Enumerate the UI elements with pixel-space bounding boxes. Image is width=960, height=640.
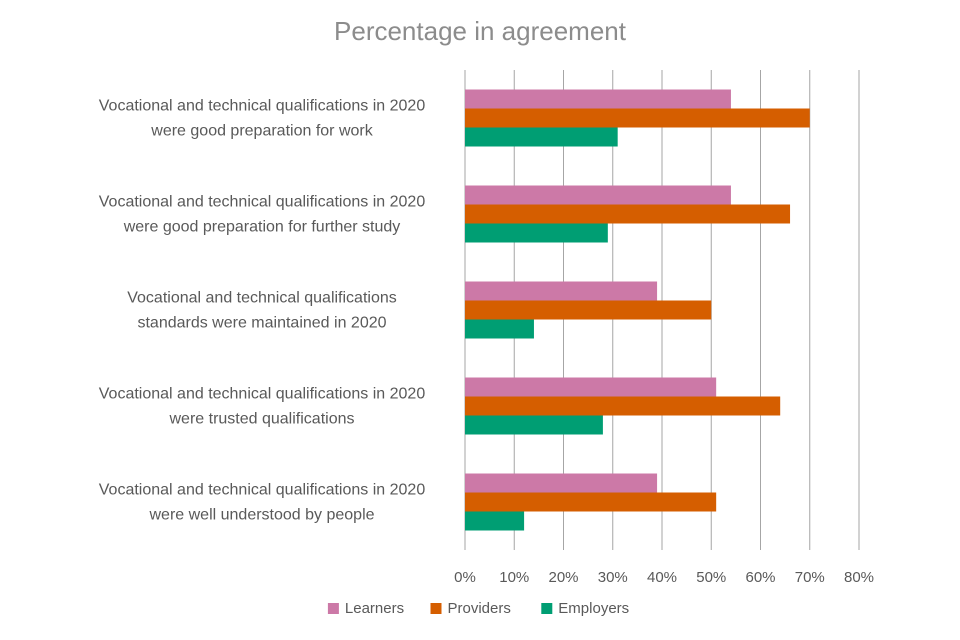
- bar-providers: [465, 108, 810, 128]
- category-label: Vocational and technical qualifications …: [99, 386, 426, 403]
- bar-learners: [465, 473, 658, 493]
- legend-item-providers: Providers: [430, 600, 511, 617]
- category-label: were good preparation for further study: [123, 219, 401, 236]
- category-label: standards were maintained in 2020: [137, 315, 386, 332]
- x-tick-label: 60%: [745, 569, 775, 586]
- legend-swatch: [541, 603, 553, 614]
- x-tick-label: 50%: [696, 569, 726, 586]
- bar-providers: [465, 204, 791, 224]
- x-tick-label: 20%: [548, 569, 578, 586]
- x-tick-label: 30%: [598, 569, 628, 586]
- x-tick-label: 80%: [844, 569, 874, 586]
- chart-title: Percentage in agreement: [334, 16, 627, 46]
- bars: [465, 89, 810, 531]
- bar-learners: [465, 377, 717, 397]
- bar-learners: [465, 281, 658, 301]
- bar-providers: [465, 492, 717, 512]
- category-label: were trusted qualifications: [169, 411, 355, 428]
- bar-employers: [465, 415, 603, 435]
- legend-swatch: [327, 603, 339, 614]
- bar-providers: [465, 300, 712, 320]
- category-label: Vocational and technical qualifications: [127, 290, 397, 307]
- bar-learners: [465, 89, 731, 109]
- category-label: Vocational and technical qualifications …: [99, 482, 426, 499]
- bar-employers: [465, 223, 608, 243]
- bar-learners: [465, 185, 731, 205]
- bar-employers: [465, 511, 525, 531]
- category-label: were well understood by people: [148, 507, 374, 524]
- legend-item-employers: Employers: [541, 600, 629, 617]
- x-tick-label: 40%: [647, 569, 677, 586]
- bar-providers: [465, 396, 781, 416]
- category-labels: Vocational and technical qualifications …: [99, 98, 426, 524]
- legend: Learners Providers Employers: [327, 600, 629, 617]
- category-label: Vocational and technical qualifications …: [99, 98, 426, 115]
- x-tick-label: 70%: [795, 569, 825, 586]
- legend-label: Providers: [448, 600, 511, 617]
- x-tick-labels: 0% 10% 20% 30% 40% 50% 60% 70% 80%: [454, 569, 874, 586]
- bar-employers: [465, 127, 618, 147]
- category-label: Vocational and technical qualifications …: [99, 194, 426, 211]
- x-tick-label: 10%: [499, 569, 529, 586]
- legend-item-learners: Learners: [327, 600, 404, 617]
- category-label: were good preparation for work: [150, 123, 373, 140]
- legend-swatch: [430, 603, 442, 614]
- legend-label: Employers: [558, 600, 629, 617]
- bar-employers: [465, 319, 534, 339]
- legend-label: Learners: [345, 600, 404, 617]
- x-tick-label: 0%: [454, 569, 476, 586]
